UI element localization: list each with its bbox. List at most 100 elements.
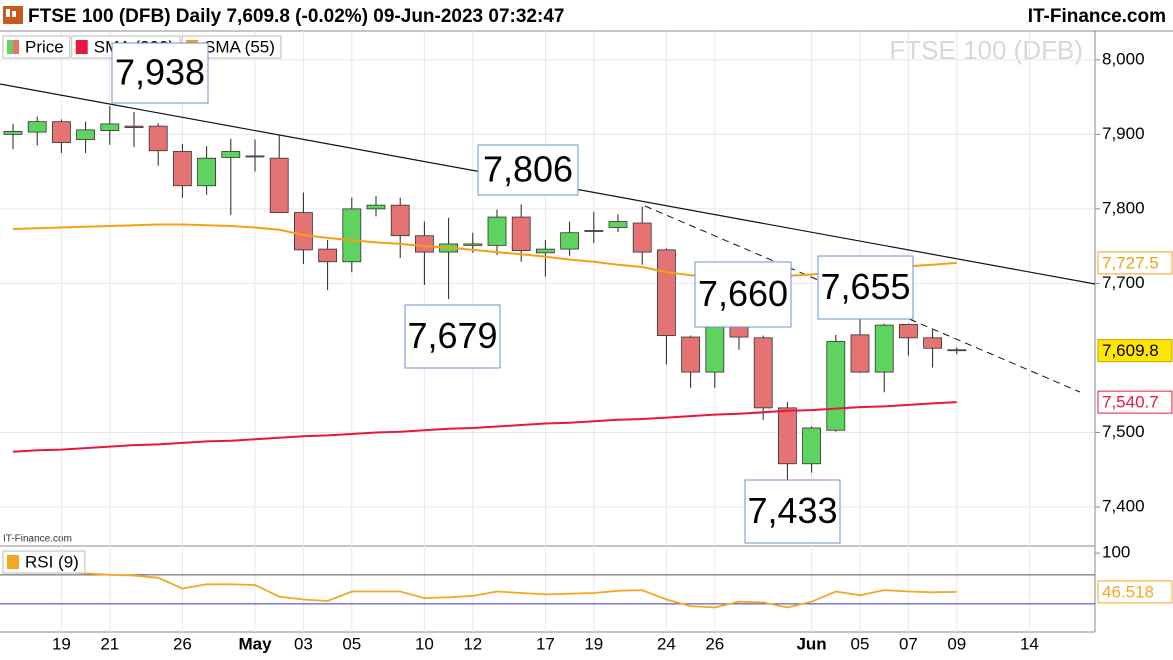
sma-tag: 7,540.7	[1102, 393, 1159, 412]
legend-item: Price	[2, 35, 71, 59]
annotation-box	[477, 144, 579, 196]
x-tick-label: 19	[52, 634, 71, 653]
legend-swatch	[13, 40, 19, 54]
y-tick-label: 7,800	[1102, 198, 1145, 217]
rsi-tag: 46.518	[1102, 582, 1154, 601]
legend-swatch	[75, 40, 88, 54]
legend-frame	[2, 35, 71, 59]
price-tag: 7,609.8	[1102, 341, 1159, 360]
candle-body	[753, 337, 773, 409]
y-tick-label: 7,500	[1102, 422, 1145, 441]
candle-body	[124, 125, 144, 129]
candle-body	[560, 232, 579, 250]
x-tick-label: 24	[657, 634, 676, 653]
candle-body	[536, 248, 555, 254]
legend-swatch	[7, 555, 19, 569]
legend-label: Price	[25, 37, 64, 56]
candle-body	[511, 216, 531, 252]
x-tick-label: 12	[463, 634, 482, 653]
candle-body	[27, 121, 47, 133]
demo-icon	[3, 6, 23, 24]
annotation: 7,660	[698, 273, 788, 314]
candle-body	[947, 349, 967, 352]
candle-body	[584, 230, 604, 232]
x-tick-label: 21	[100, 634, 119, 653]
candle-body	[802, 427, 821, 465]
candle-body	[850, 334, 870, 373]
candle-body	[366, 204, 386, 210]
chart-title: FTSE 100 (DFB) Daily 7,609.8 (-0.02%) 09…	[28, 6, 564, 27]
candle-body	[269, 157, 289, 213]
candle-body	[657, 249, 676, 336]
candle-body	[463, 243, 483, 246]
x-tick-label: 17	[536, 634, 555, 653]
candle-body	[197, 157, 217, 187]
candle-body	[899, 323, 918, 339]
y-tick-label: 7,400	[1102, 496, 1145, 515]
sma-tag-box	[1097, 390, 1173, 414]
annotation-box	[744, 479, 841, 544]
candle-body	[52, 121, 71, 143]
candle-body	[608, 221, 628, 228]
line-series	[13, 569, 957, 609]
x-tick-label: 05	[851, 634, 870, 653]
x-tick-label: 09	[947, 634, 966, 653]
legend-label: SMA (55)	[204, 37, 275, 56]
x-tick-label: 10	[415, 634, 434, 653]
legend-label: RSI (9)	[25, 552, 79, 571]
x-tick-label: May	[238, 634, 272, 653]
candle-body	[681, 336, 700, 373]
y-tick-label: 7,700	[1102, 273, 1145, 292]
y-tick-label: 8,000	[1102, 49, 1145, 68]
legend-item: RSI (9)	[2, 550, 86, 574]
x-tick-label: 19	[584, 634, 603, 653]
candle-body	[923, 337, 942, 349]
price-tag-box	[1097, 339, 1173, 363]
annotation-box	[404, 304, 501, 369]
y-tick-label: 100	[1102, 543, 1130, 562]
annotation-box	[817, 255, 914, 320]
annotation-box	[111, 42, 209, 104]
x-tick-label: 26	[705, 634, 724, 653]
watermark: FTSE 100 (DFB)	[889, 35, 1083, 65]
candle-body	[414, 235, 434, 253]
annotation: 7,433	[747, 490, 837, 531]
candle-body	[705, 323, 725, 373]
line-series	[12, 401, 957, 453]
candle-body	[76, 129, 95, 140]
candle-body	[826, 341, 846, 431]
sma-tag-box	[1097, 251, 1173, 275]
candle-body	[342, 208, 362, 263]
x-tick-label: 03	[294, 634, 313, 653]
x-tick-label: Jun	[796, 634, 826, 653]
candle-body	[318, 248, 338, 263]
candle-body	[632, 222, 652, 253]
annotation: 7,679	[407, 315, 497, 356]
candle-body	[245, 155, 265, 158]
candle-body	[172, 151, 192, 187]
legend-swatch	[7, 40, 13, 54]
source: IT-Finance.com	[1028, 6, 1166, 27]
x-tick-label: 07	[899, 634, 918, 653]
annotation-box	[694, 261, 792, 328]
rsi-tag-box	[1097, 580, 1173, 604]
candle-body	[390, 204, 410, 237]
candle-body	[293, 212, 313, 251]
y-tick-label: 7,900	[1102, 124, 1145, 143]
candle-body	[874, 324, 894, 373]
candle-body	[778, 407, 797, 465]
sma-tag: 7,727.5	[1102, 253, 1159, 272]
x-tick-label: 05	[342, 634, 361, 653]
candle-body	[221, 151, 241, 158]
candle-body	[148, 125, 168, 152]
x-tick-label: 26	[173, 634, 192, 653]
trendline-dashed	[644, 205, 1081, 393]
annotation: 7,806	[483, 149, 573, 190]
candle-body	[487, 216, 507, 246]
x-tick-label: 14	[1020, 634, 1039, 653]
annotation: 7,938	[115, 52, 205, 93]
line-series	[12, 223, 957, 277]
footer: IT-Finance.com	[3, 534, 72, 545]
annotation: 7,655	[820, 266, 910, 307]
